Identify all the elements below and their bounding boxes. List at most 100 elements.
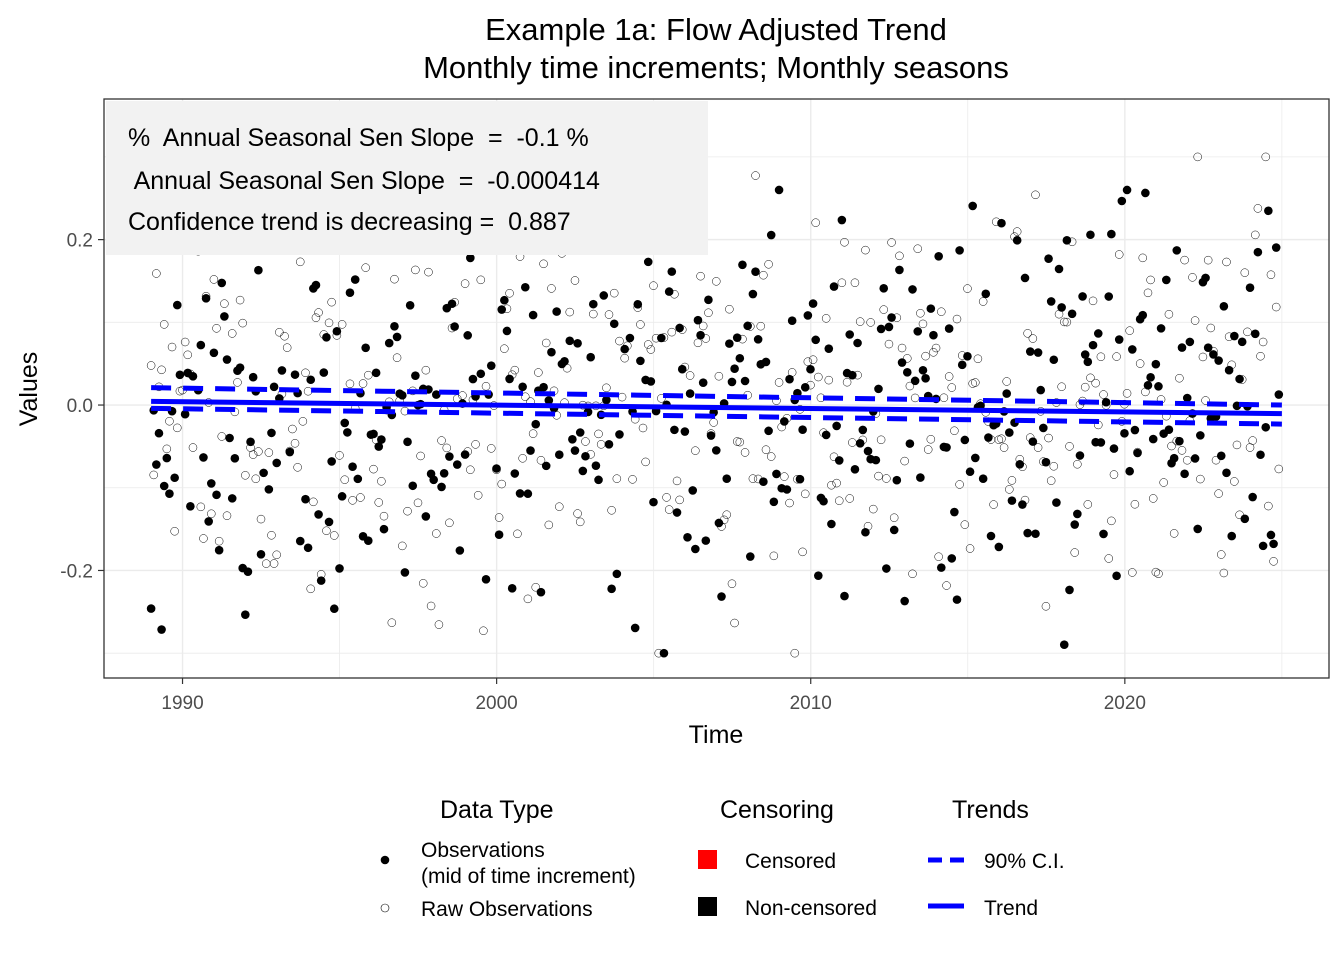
observation-point [390, 322, 399, 331]
observation-point [1240, 514, 1250, 524]
raw-observation-point [908, 569, 917, 579]
raw-observation-point [842, 377, 852, 387]
observation-point [209, 348, 219, 358]
raw-observation-point [769, 551, 779, 561]
observation-point [696, 330, 705, 340]
observation-point [821, 430, 831, 440]
raw-observation-point [541, 338, 551, 348]
observation-point [374, 442, 384, 451]
observation-point [350, 275, 360, 284]
y-tick-label: 0.0 [67, 396, 93, 417]
raw-observation-point [1269, 557, 1278, 566]
observation-point [1138, 310, 1148, 320]
legend-key-non-censored [698, 897, 717, 916]
observation-point [432, 390, 441, 399]
raw-observation-point [727, 579, 737, 588]
observation-point [1250, 329, 1260, 339]
legend-data-type: Data Type Observations (mid of time incr… [380, 796, 636, 921]
legend-label-observations: Observations [421, 839, 545, 862]
raw-observation-point [269, 559, 279, 568]
observation-point [837, 215, 847, 225]
observation-point [688, 486, 698, 495]
observation-point [1031, 529, 1040, 539]
observation-point [785, 374, 794, 384]
observation-point [1083, 357, 1093, 367]
raw-observation-point [685, 371, 695, 380]
observation-point [235, 363, 245, 372]
observation-point [1162, 275, 1171, 285]
observation-point [772, 469, 781, 479]
observation-point [657, 333, 666, 343]
observation-point [1196, 431, 1205, 440]
observation-point [811, 335, 820, 345]
observation-point [452, 460, 462, 469]
observation-point [761, 357, 771, 367]
observation-point [908, 285, 917, 294]
raw-observation-point [1219, 568, 1229, 578]
raw-observation-point [824, 375, 834, 385]
raw-observation-point [1253, 204, 1263, 213]
raw-observation-point [1023, 329, 1032, 338]
observation-point [295, 536, 305, 546]
observation-point [290, 370, 300, 379]
ci-upper-line [151, 385, 1282, 408]
raw-observation-point [288, 424, 297, 434]
raw-observation-point [162, 444, 172, 454]
observation-point [1012, 236, 1022, 245]
observation-point [748, 289, 758, 299]
x-tick-label: 2000 [475, 693, 517, 714]
observation-point [929, 330, 938, 340]
observation-point [944, 324, 954, 333]
observation-point [377, 435, 386, 444]
raw-observation-point [437, 436, 446, 445]
raw-observation-point [1073, 459, 1082, 469]
raw-observation-point [1044, 433, 1053, 443]
raw-observation-point [869, 504, 878, 514]
raw-observation-point [850, 278, 860, 287]
raw-observation-point [575, 517, 585, 527]
observation-point [659, 648, 669, 658]
raw-observation-point [942, 581, 951, 590]
observation-point [942, 443, 951, 452]
raw-observation-point [827, 480, 836, 490]
observation-point [1256, 450, 1265, 460]
observation-point [803, 311, 813, 320]
raw-observation-point [442, 443, 452, 453]
raw-observation-point [413, 498, 423, 508]
observation-point [895, 265, 904, 275]
observation-point [722, 474, 732, 484]
legend-title-data-type: Data Type [440, 796, 554, 824]
raw-observation-point [931, 343, 941, 353]
observation-point [861, 527, 870, 537]
observation-point [1120, 429, 1129, 438]
observation-point [704, 295, 713, 305]
raw-observation-point [1086, 373, 1095, 383]
observation-point [199, 453, 208, 462]
raw-observation-point [248, 450, 258, 459]
observation-point [1080, 350, 1090, 359]
raw-observation-point [267, 531, 276, 540]
raw-observation-point [910, 393, 920, 403]
raw-observation-point [971, 378, 980, 387]
observation-point [607, 584, 616, 594]
raw-observation-point [1065, 442, 1074, 451]
observation-point [486, 361, 496, 370]
raw-observation-point [1143, 288, 1153, 298]
raw-observation-point [960, 520, 970, 529]
observation-point [445, 452, 454, 461]
observation-point [646, 377, 656, 386]
observation-point [683, 532, 692, 542]
observation-point [319, 368, 329, 377]
raw-observation-point [432, 529, 441, 538]
observation-point [510, 469, 520, 478]
raw-observation-point [183, 350, 192, 360]
observation-point [165, 489, 174, 498]
observation-point [735, 353, 745, 363]
raw-observation-point [390, 274, 399, 284]
observation-point [882, 564, 891, 573]
raw-observation-point [921, 351, 930, 361]
raw-observation-point [217, 432, 227, 441]
raw-observation-point [861, 245, 870, 255]
observation-point [403, 437, 412, 447]
observation-point [539, 382, 548, 392]
